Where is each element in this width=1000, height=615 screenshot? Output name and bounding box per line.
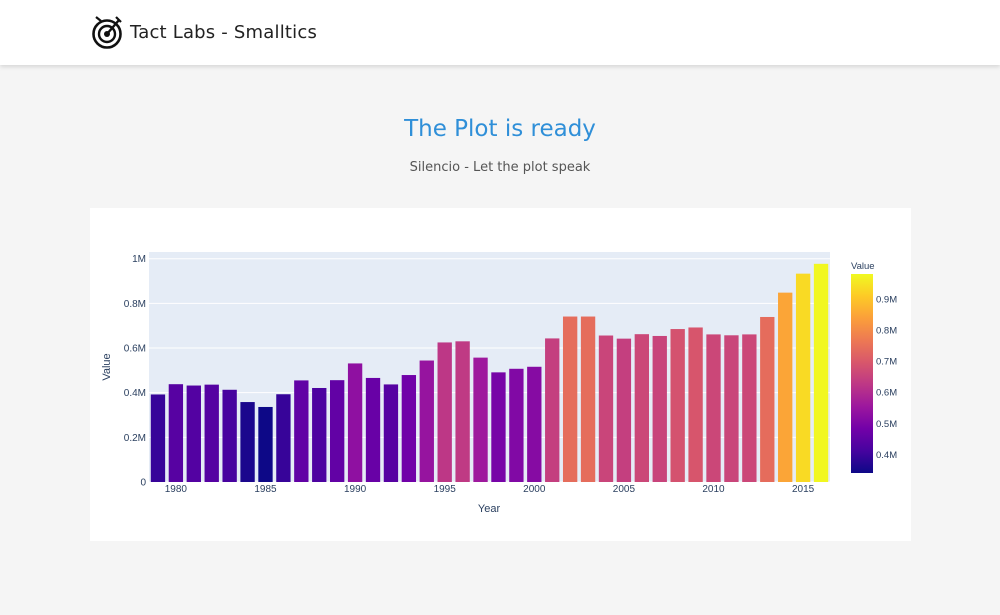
bar-1985[interactable] [258, 406, 273, 482]
bar-1987[interactable] [294, 380, 309, 482]
y-axis-ticks: 0 0.2M 0.4M 0.6M 0.8M 1M [124, 254, 147, 488]
colorbar-tick-label: 0.9M [876, 294, 897, 305]
colorbar-tick-label: 0.4M [876, 450, 897, 461]
bar-1993[interactable] [401, 375, 417, 482]
chart-card: 1980 1985 1990 1995 2000 2005 2010 2015 0 0.2M 0.… [90, 208, 911, 541]
bar-1984[interactable] [240, 402, 255, 482]
x-tick-label: 1980 [165, 484, 188, 495]
x-tick-label: 2010 [702, 484, 725, 495]
bar-2013[interactable] [760, 316, 775, 482]
x-axis-title: Year [478, 503, 501, 515]
bar-1989[interactable] [330, 380, 345, 482]
bar-1992[interactable] [383, 384, 399, 482]
bar-2008[interactable] [670, 329, 685, 482]
bar-2015[interactable] [795, 273, 811, 482]
bar-1980[interactable] [168, 384, 184, 482]
bar-2005[interactable] [616, 338, 632, 482]
bar-1979[interactable] [150, 394, 166, 482]
colorbar [851, 274, 873, 473]
colorbar-tick-label: 0.6M [876, 388, 897, 399]
bar-2007[interactable] [652, 335, 667, 482]
bar-2012[interactable] [742, 334, 757, 482]
bars [150, 263, 829, 482]
colorbar-tick-label: 0.7M [876, 357, 897, 368]
bar-1997[interactable] [473, 357, 488, 482]
navbar: Tact Labs - Smalltics [0, 0, 1000, 65]
bar-2000[interactable] [527, 366, 542, 482]
bar-1982[interactable] [204, 384, 219, 482]
colorbar-title: Value [851, 261, 875, 272]
bar-2014[interactable] [778, 292, 793, 482]
y-tick-label: 0.8M [124, 299, 146, 310]
bar-2009[interactable] [688, 327, 703, 482]
y-tick-label: 0.6M [124, 344, 146, 355]
bar-1986[interactable] [276, 394, 291, 482]
bar-1999[interactable] [509, 368, 524, 482]
bar-1983[interactable] [222, 389, 237, 482]
bar-1998[interactable] [491, 372, 506, 482]
bar-1994[interactable] [419, 360, 434, 482]
brand-name: Tact Labs - Smalltics [130, 21, 318, 43]
bar-1988[interactable] [312, 387, 327, 482]
colorbar-tick-label: 0.8M [876, 325, 897, 336]
bar-2002[interactable] [562, 316, 578, 482]
x-tick-label: 2000 [523, 484, 546, 495]
colorbar-tick-label: 0.5M [876, 419, 897, 430]
bar-2016[interactable] [813, 263, 829, 482]
bar-1990[interactable] [347, 363, 363, 482]
x-tick-label: 2005 [613, 484, 636, 495]
x-tick-label: 1990 [344, 484, 367, 495]
y-axis-title: Value [101, 353, 113, 380]
bar-1981[interactable] [186, 385, 201, 482]
x-axis-ticks: 1980 1985 1990 1995 2000 2005 2010 2015 [165, 484, 815, 495]
y-tick-label: 0.2M [124, 433, 146, 444]
y-tick-label: 1M [132, 254, 146, 265]
target-logo-icon [92, 14, 124, 50]
x-tick-label: 2015 [792, 484, 815, 495]
brand-link[interactable]: Tact Labs - Smalltics [92, 13, 317, 51]
y-tick-label: 0.4M [124, 388, 146, 399]
page-subtitle: Silencio - Let the plot speak [409, 160, 591, 175]
bar-2011[interactable] [724, 335, 739, 482]
x-tick-label: 1985 [254, 484, 277, 495]
y-tick-label: 0 [140, 478, 146, 489]
bar-2001[interactable] [545, 338, 560, 482]
bar-2004[interactable] [598, 335, 614, 482]
bar-2006[interactable] [634, 334, 649, 482]
bar-2003[interactable] [580, 316, 596, 482]
bar-1995[interactable] [437, 342, 452, 482]
x-tick-label: 1995 [434, 484, 457, 495]
page-title: The Plot is ready [404, 116, 596, 142]
bar-2010[interactable] [706, 334, 721, 482]
bar-1996[interactable] [455, 341, 470, 482]
colorbar-ticks: 0.4M 0.5M 0.6M 0.7M 0.8M 0.9M [876, 294, 897, 460]
bar-chart[interactable]: 1980 1985 1990 1995 2000 2005 2010 2015 0 0.2M 0.… [90, 208, 911, 541]
bar-1991[interactable] [365, 377, 381, 482]
